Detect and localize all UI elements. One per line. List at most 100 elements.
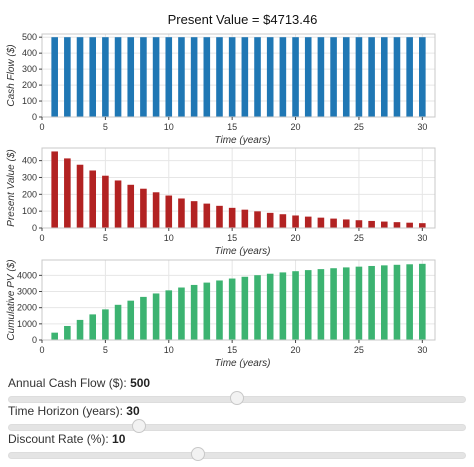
discount-rate-slider-track[interactable] bbox=[8, 452, 466, 459]
time-horizon-label-text: Time Horizon (years): bbox=[8, 404, 123, 418]
cashflow-bar bbox=[140, 37, 147, 117]
pv-bar bbox=[190, 201, 198, 228]
pv-x-tick-label: 30 bbox=[417, 233, 427, 243]
pv-y-tick-label: 0 bbox=[32, 223, 37, 233]
cashflow-y-tick-label: 0 bbox=[32, 112, 37, 122]
cumpv-bar bbox=[304, 270, 312, 340]
pv-bar bbox=[89, 170, 97, 228]
pv-bar bbox=[216, 205, 223, 228]
cashflow-bar bbox=[216, 37, 223, 117]
discount-rate-value: 10 bbox=[112, 432, 126, 446]
pv-bar bbox=[330, 218, 337, 228]
cumpv-bar bbox=[89, 314, 97, 340]
pv-bar bbox=[393, 222, 401, 228]
cashflow-x-tick-label: 25 bbox=[354, 122, 364, 132]
cumpv-bar bbox=[342, 267, 350, 340]
cashflow-plot-area bbox=[42, 34, 435, 117]
pv-bar bbox=[241, 209, 249, 228]
cashflow-bar bbox=[380, 37, 388, 117]
cumpv-bar bbox=[152, 293, 160, 340]
time-horizon-slider-track[interactable] bbox=[8, 424, 466, 431]
pv-bar bbox=[165, 195, 173, 228]
cashflow-bar bbox=[203, 37, 211, 117]
cumpv-bar bbox=[216, 280, 223, 340]
cash-flow-value: 500 bbox=[130, 376, 151, 390]
pv-bar bbox=[114, 180, 122, 228]
time-horizon-label: Time Horizon (years): 30 bbox=[8, 404, 466, 418]
pv-bar bbox=[152, 192, 160, 228]
cashflow-bar bbox=[279, 37, 287, 117]
pv-bar bbox=[304, 216, 312, 228]
cashflow-bar bbox=[254, 37, 261, 117]
cashflow-bar bbox=[241, 37, 249, 117]
cumpv-y-tick-label: 1000 bbox=[17, 319, 37, 329]
pv-y-axis-label: Present Value ($) bbox=[6, 149, 17, 226]
pv-x-tick-label: 20 bbox=[291, 233, 301, 243]
cashflow-bar bbox=[178, 37, 185, 117]
cumpv-y-tick-label: 2000 bbox=[17, 303, 37, 313]
cumpv-x-axis-label: Time (years) bbox=[214, 358, 270, 369]
cashflow-bar bbox=[114, 37, 122, 117]
cashflow-bar bbox=[368, 37, 375, 117]
cashflow-x-tick-label: 0 bbox=[39, 122, 44, 132]
cashflow-bar bbox=[393, 37, 401, 117]
cashflow-bar bbox=[342, 37, 350, 117]
cashflow-bar bbox=[190, 37, 198, 117]
pv-bar bbox=[368, 220, 375, 228]
pv-bar bbox=[406, 222, 413, 228]
cumpv-bar bbox=[292, 271, 299, 340]
cumpv-bar bbox=[64, 325, 71, 340]
pv-x-tick-label: 10 bbox=[164, 233, 174, 243]
cumpv-bar bbox=[241, 276, 249, 340]
pv-bar bbox=[228, 207, 236, 228]
cumpv-x-tick-label: 5 bbox=[103, 345, 108, 355]
discount-rate-slider-thumb[interactable] bbox=[191, 447, 206, 461]
cumpv-bar bbox=[317, 269, 325, 340]
discount-rate-control: Discount Rate (%): 10 bbox=[8, 432, 466, 461]
cashflow-bar bbox=[355, 37, 363, 117]
cash-flow-slider-thumb[interactable] bbox=[230, 391, 244, 405]
cashflow-y-tick-label: 200 bbox=[22, 80, 37, 90]
cumpv-frame bbox=[41, 259, 436, 341]
pv-bar bbox=[292, 215, 299, 228]
cashflow-x-tick-label: 5 bbox=[103, 122, 108, 132]
cumpv-bar bbox=[190, 284, 198, 340]
chart-title: Present Value = $4713.46 bbox=[168, 12, 318, 27]
pv-y-tick-label: 300 bbox=[22, 172, 37, 182]
pv-bar bbox=[419, 223, 426, 228]
cumpv-bar bbox=[419, 263, 426, 340]
cumpv-bar bbox=[102, 309, 109, 340]
cashflow-x-tick-label: 15 bbox=[227, 122, 237, 132]
time-horizon-control: Time Horizon (years): 30 bbox=[8, 404, 466, 433]
pv-frame bbox=[41, 147, 436, 229]
pv-y-tick-label: 400 bbox=[22, 156, 37, 166]
pv-bar bbox=[254, 211, 261, 228]
cashflow-bar bbox=[406, 37, 413, 117]
cumpv-bar bbox=[406, 264, 413, 340]
cashflow-x-tick-label: 10 bbox=[164, 122, 174, 132]
cumpv-bar bbox=[254, 275, 261, 340]
cashflow-y-axis-label: Cash Flow ($) bbox=[6, 44, 17, 106]
cashflow-bar bbox=[317, 37, 325, 117]
cashflow-bar bbox=[266, 37, 274, 117]
cumpv-bar bbox=[165, 290, 173, 340]
cumpv-x-tick-label: 30 bbox=[417, 345, 427, 355]
pv-y-tick-label: 200 bbox=[22, 189, 37, 199]
pv-bar bbox=[64, 158, 71, 228]
cashflow-y-tick-label: 300 bbox=[22, 64, 37, 74]
cumpv-bar bbox=[140, 296, 147, 340]
cashflow-bar bbox=[89, 37, 97, 117]
pv-bar bbox=[203, 203, 211, 228]
time-horizon-slider-thumb[interactable] bbox=[131, 419, 146, 433]
pv-bar bbox=[266, 212, 274, 228]
discount-rate-label: Discount Rate (%): 10 bbox=[8, 432, 466, 446]
cashflow-bar bbox=[419, 37, 426, 117]
cashflow-x-tick-label: 30 bbox=[417, 122, 427, 132]
cumpv-x-tick-label: 20 bbox=[291, 345, 301, 355]
pv-x-axis-label: Time (years) bbox=[214, 246, 270, 257]
cashflow-x-tick-label: 20 bbox=[291, 122, 301, 132]
pv-bar bbox=[342, 219, 350, 228]
cashflow-bar bbox=[51, 37, 58, 117]
cashflow-bar bbox=[127, 37, 135, 117]
cumpv-y-tick-label: 4000 bbox=[17, 270, 37, 280]
